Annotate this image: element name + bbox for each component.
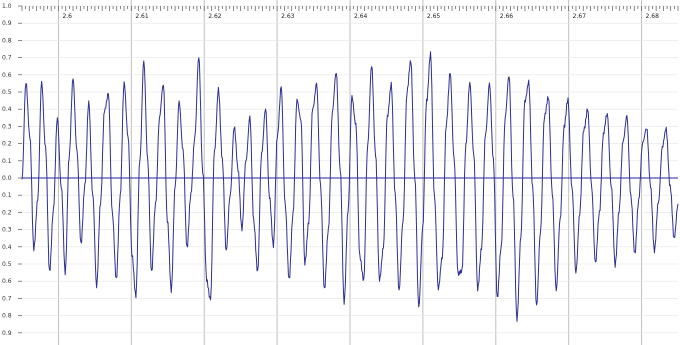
time-tick-label: 2.68 [646,13,660,20]
amplitude-tick-label: 0.8 [2,37,12,44]
time-tick-label: 2.61 [135,13,149,20]
time-tick-label: 2.65 [427,13,441,20]
amplitude-tick-label: 1.0 [2,3,12,10]
amplitude-tick-label: 0.7 [2,55,12,62]
amplitude-tick-label: 0.3 [2,123,12,130]
amplitude-tick-label: 0.0 [2,175,12,182]
amplitude-tick-label: 0.1 [2,192,12,199]
amplitude-tick-label: 0.5 [2,261,12,268]
time-ruler[interactable]: 2.6 2.61 2.62 2.63 2.64 2.65 2.66 2.67 2.68 [21,6,679,20]
amplitude-tick-label: 0.6 [2,278,12,285]
amplitude-tick-label: 0.9 [2,330,12,337]
time-tick-label: 2.67 [573,13,587,20]
amplitude-tick-label: 0.9 [2,20,12,27]
amplitude-tick-label: 0.1 [2,158,12,165]
time-tick-label: 2.62 [208,13,222,20]
amplitude-tick-label: 0.4 [2,106,12,113]
amplitude-tick-label: 0.3 [2,227,12,234]
waveform-line [21,51,679,322]
time-tick-label: 2.6 [62,13,72,20]
time-tick-label: 2.64 [354,13,368,20]
amplitude-tick-label: 0.4 [2,244,12,251]
amplitude-ruler: 1.0 0.9 0.8 0.7 0.6 0.5 0.4 0.3 0.2 0.1 0.0 0.1 0.2 0… [2,3,22,337]
amplitude-tick-label: 0.2 [2,141,12,148]
amplitude-tick-label: 0.7 [2,295,12,302]
amplitude-tick-label: 0.5 [2,89,12,96]
time-tick-label: 2.66 [500,13,514,20]
amplitude-tick-label: 0.6 [2,72,12,79]
amplitude-tick-label: 0.2 [2,209,12,216]
time-tick-label: 2.63 [281,13,295,20]
amplitude-tick-label: 0.8 [2,313,12,320]
